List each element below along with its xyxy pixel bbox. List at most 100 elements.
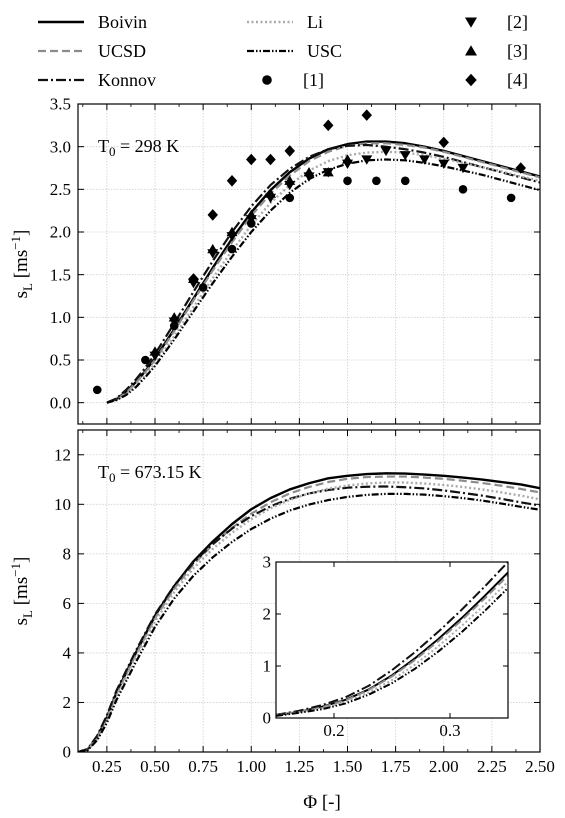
top-point-4-0 [188,273,199,285]
top-point-3-0 [149,346,161,356]
top-point-2-12 [380,146,392,157]
legend-item-4: [4] [465,70,528,90]
top-point-3-10 [342,154,353,164]
top-point-1-6 [285,193,295,203]
top-series-usc [106,158,540,404]
bottom-ytick-label-4: 4 [63,644,72,663]
top-point-4-4 [265,153,276,166]
top-point-2-16 [457,163,469,174]
inset-ytick-label-2: 2 [263,604,272,623]
bottom-xtick-label-1-75: 1.75 [381,757,411,776]
legend-item-ucsd: UCSD [38,41,146,61]
top-point-2-14 [419,155,430,165]
top-point-1-3 [198,283,208,292]
bottom-xtick-label-2-50: 2.50 [525,757,555,776]
top-point-1-0 [92,385,102,395]
legend-label-li: Li [307,12,323,32]
top-ytick-label-1-0: 1.0 [50,308,71,327]
legend: Boivin Li [2] UCSD USC [3] Konnov [1] [4] [38,12,528,90]
top-annotation-t0: T0 = 298 K [98,136,179,159]
top-ytick-label-2-0: 2.0 [50,223,71,242]
bottom-ytick-label-8: 8 [63,544,72,563]
legend-marker-1 [262,75,272,85]
top-point-3-9 [322,167,334,177]
top-ytick-label-0-0: 0.0 [50,393,71,412]
bottom-xtick-label-1-00: 1.00 [236,757,266,776]
bottom-xtick-label-2-25: 2.25 [477,757,507,776]
top-point-4-2 [226,175,238,187]
legend-label-2: [2] [507,12,528,32]
top-ytick-label-0-5: 0.5 [50,351,71,370]
legend-label-ucsd: UCSD [98,41,146,61]
bottom-xtick-label-1-50: 1.50 [333,757,363,776]
legend-item-konnov: Konnov [38,70,156,90]
legend-item-1: [1] [262,70,324,90]
legend-marker-4 [465,73,477,87]
legend-item-li: Li [247,12,323,32]
top-y-axis-label: sL [ms−1] [8,230,35,299]
top-point-1-9 [400,176,410,186]
bottom-ytick-label-6: 6 [63,594,72,613]
top-ytick-label-3-0: 3.0 [50,137,71,156]
inset-series-usc [276,587,508,717]
top-point-4-1 [207,209,218,221]
top-point-2-13 [399,151,411,161]
legend-label-3: [3] [507,41,528,61]
legend-item-3: [3] [465,41,528,61]
top-point-3-3 [207,243,219,254]
legend-label-konnov: Konnov [98,70,156,90]
legend-item-boivin: Boivin [38,12,147,32]
legend-item-2: [2] [465,12,528,32]
top-ytick-label-1-5: 1.5 [50,265,71,284]
bottom-xtick-label-0-25: 0.25 [92,757,122,776]
inset-ytick-label-3: 3 [263,552,272,571]
top-point-3-4 [226,226,238,237]
bottom-frame [77,429,541,753]
top-markers-4 [188,109,526,285]
top-point-1-10 [458,185,468,194]
legend-label-boivin: Boivin [98,12,147,32]
legend-label-1: [1] [303,70,324,90]
top-point-1-8 [372,176,381,186]
x-axis-label: Φ [-] [303,792,341,813]
top-point-2-15 [438,159,450,169]
bottom-ytick-label-0: 0 [63,743,72,762]
top-point-4-8 [438,136,449,149]
inset-series-konnov [276,562,508,716]
top-point-2-11 [361,155,373,165]
top-ytick-label-2-5: 2.5 [50,180,71,199]
bottom-series-konnov [78,485,540,752]
top-point-1-7 [343,176,352,186]
legend-marker-3 [465,45,477,56]
top-point-3-5 [245,209,257,220]
inset-xtick-label-0-3: 0.3 [439,721,460,740]
bottom-series-li [78,481,540,752]
bottom-ytick-label-12: 12 [54,445,71,464]
top-point-1-1 [141,355,150,365]
inset-frame [275,561,509,719]
inset-ytick-label-0: 0 [263,708,272,727]
legend-label-4: [4] [507,70,528,90]
top-point-1-4 [227,244,237,254]
top-series-li [106,150,540,404]
top-frame [77,103,541,425]
bottom-ytick-label-10: 10 [54,495,71,514]
bottom-series [78,472,540,752]
top-ytick-label-3-5: 3.5 [50,95,71,114]
top-point-4-3 [246,153,257,166]
top-point-4-7 [361,109,372,121]
bottom-xtick-label-1-25: 1.25 [285,757,315,776]
top-point-3-1 [168,312,180,322]
top-point-4-5 [284,145,295,157]
top-series-ucsd [106,142,540,404]
bottom-series-usc [78,492,540,752]
top-point-3-6 [265,188,276,198]
bottom-annotation-t0: T0 = 673.15 K [98,462,202,485]
top-series-konnov [106,143,540,404]
top-point-4-6 [323,119,334,132]
inset-panel: 0 1 2 3 0.2 0.3 [263,552,509,740]
top-markers-1 [92,176,516,395]
bottom-y-axis-label: sL [ms−1] [8,557,35,626]
legend-label-usc: USC [307,41,342,61]
